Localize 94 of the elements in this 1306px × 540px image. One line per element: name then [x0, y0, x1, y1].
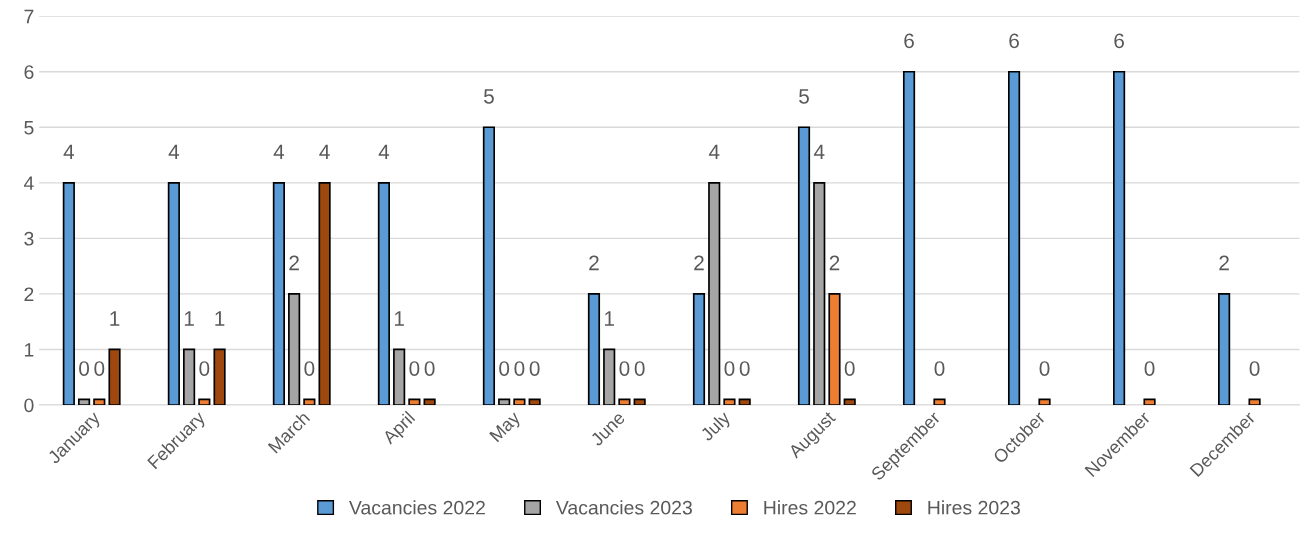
data-label: 0 [634, 361, 645, 376]
data-label: 0 [529, 361, 540, 376]
legend-label: Hires 2023 [928, 500, 1020, 515]
data-label: 0 [739, 361, 750, 376]
data-label: 1 [110, 311, 120, 326]
bar [198, 398, 211, 405]
bar [377, 181, 391, 405]
bar [303, 398, 316, 405]
data-label: 0 [934, 361, 945, 376]
y-tick-label: 3 [24, 231, 34, 246]
data-label: 0 [409, 361, 420, 376]
data-label: 1 [604, 311, 614, 326]
bar [272, 181, 285, 405]
bar [902, 70, 916, 405]
bar [723, 398, 736, 405]
data-label: 0 [619, 361, 630, 376]
bar [167, 181, 180, 405]
x-tick-label: May [489, 410, 524, 445]
y-tick-label: 6 [24, 65, 34, 79]
data-label: 0 [79, 361, 90, 376]
bar [498, 398, 511, 405]
bar [528, 398, 541, 405]
data-label: 0 [424, 361, 435, 376]
x-tick-label: July [699, 409, 734, 445]
bar [692, 293, 706, 405]
data-label: 4 [63, 144, 75, 160]
bar [603, 348, 616, 405]
data-label: 1 [184, 311, 194, 326]
y-tick-label: 0 [24, 398, 34, 413]
data-label: 5 [799, 89, 809, 104]
data-label: 0 [499, 361, 510, 376]
bar [618, 398, 631, 405]
bar [843, 398, 856, 405]
bar [183, 348, 196, 405]
bar [93, 398, 106, 405]
data-label: 4 [168, 144, 180, 160]
y-tick-label: 5 [24, 120, 34, 135]
data-label: 0 [514, 361, 525, 376]
data-label: 1 [394, 311, 404, 326]
data-label: 6 [904, 33, 914, 49]
data-label: 1 [215, 311, 225, 326]
bar [482, 126, 496, 405]
data-label: 2 [694, 255, 704, 271]
bar [423, 398, 436, 405]
bar [77, 398, 91, 405]
data-label: 0 [1039, 361, 1050, 376]
bar [1218, 293, 1231, 405]
y-tick-label: 4 [23, 176, 34, 190]
bar [828, 293, 841, 405]
bar [1007, 70, 1021, 405]
data-label: 0 [304, 361, 315, 376]
y-tick-label: 2 [24, 287, 34, 301]
data-label: 6 [1009, 33, 1019, 49]
bar [587, 293, 601, 405]
bar [633, 398, 646, 405]
y-tick-label: 7 [24, 9, 34, 24]
bar [108, 348, 121, 405]
data-label: 5 [483, 89, 494, 104]
bar [408, 398, 421, 405]
bar [1038, 398, 1051, 405]
data-label: 0 [1144, 361, 1155, 376]
bar [1248, 398, 1261, 405]
data-label: 4 [378, 144, 390, 160]
bar [1113, 70, 1126, 405]
data-label: 6 [1114, 33, 1124, 49]
bar [513, 398, 526, 405]
y-tick-label: 1 [24, 343, 34, 357]
data-label: 0 [844, 361, 855, 376]
bar [393, 348, 406, 405]
data-label: 4 [813, 144, 825, 160]
data-label: 2 [589, 255, 599, 271]
data-label: 4 [273, 144, 285, 160]
legend-label: Hires 2022 [764, 500, 856, 515]
data-label: 0 [724, 361, 735, 376]
bar [813, 181, 826, 405]
data-label: 0 [1249, 361, 1260, 376]
data-label: 4 [319, 144, 330, 160]
bar [738, 398, 751, 405]
bar [213, 348, 226, 405]
data-label: 0 [199, 361, 210, 376]
bar [318, 181, 331, 405]
bar [933, 398, 946, 405]
data-label: 2 [1219, 255, 1229, 271]
data-label: 2 [829, 255, 840, 271]
legend-label: Vacancies 2023 [555, 500, 692, 515]
data-label: 2 [289, 255, 299, 271]
bar [62, 181, 75, 405]
data-label: 0 [94, 361, 105, 376]
bar [1143, 398, 1156, 405]
bar [708, 181, 721, 405]
legend-label: Vacancies 2022 [349, 500, 485, 515]
bar [288, 293, 301, 405]
bar [797, 126, 811, 405]
data-label: 4 [708, 144, 720, 160]
